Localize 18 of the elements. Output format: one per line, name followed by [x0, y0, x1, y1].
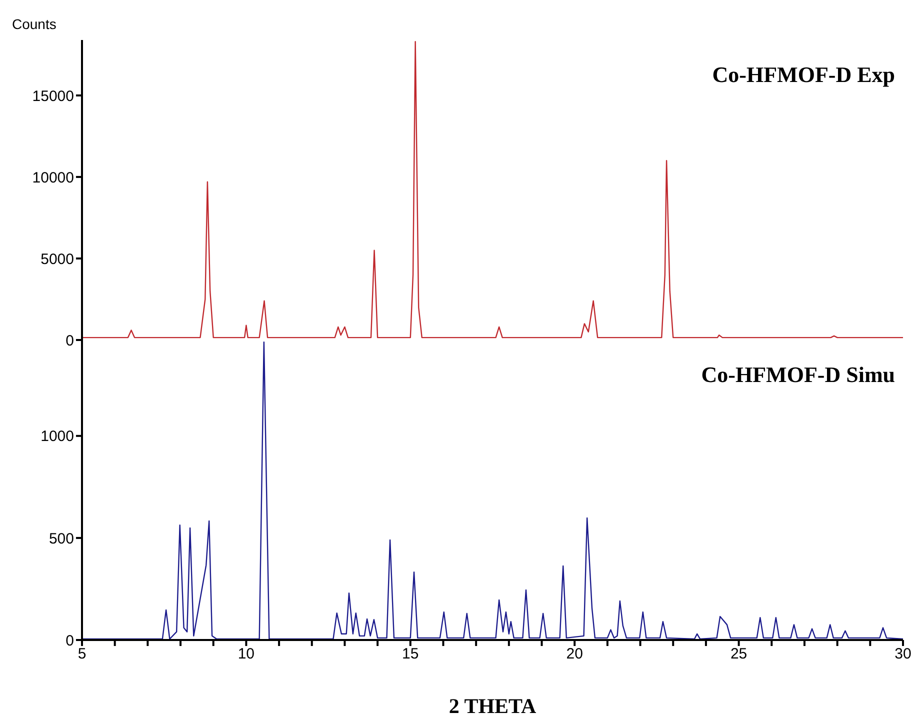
y-tick-label: 1000 [40, 428, 74, 446]
x-tick-label: 25 [730, 646, 748, 663]
y-tick-label: 10000 [32, 169, 74, 186]
x-tick-label: 5 [78, 646, 86, 663]
y-tick-label: 5000 [40, 250, 74, 268]
y-tick-label: 0 [66, 332, 74, 350]
text: Co-HFMOF-D Exp [712, 62, 895, 88]
line-series [82, 41, 903, 338]
y-axis-title: Counts [12, 16, 56, 32]
y-tick-label: 0 [66, 632, 74, 650]
y-tick-label: 500 [48, 530, 74, 548]
x-tick-label: 10 [238, 646, 255, 663]
text: Co-HFMOF-D Simu [701, 362, 895, 388]
x-axis-title: 2 THETA [448, 694, 537, 718]
x-tick-label: 30 [894, 646, 911, 663]
x-tick-label: 20 [566, 646, 583, 663]
y-tick-label: 15000 [32, 88, 74, 105]
x-tick-label: 15 [402, 646, 419, 663]
